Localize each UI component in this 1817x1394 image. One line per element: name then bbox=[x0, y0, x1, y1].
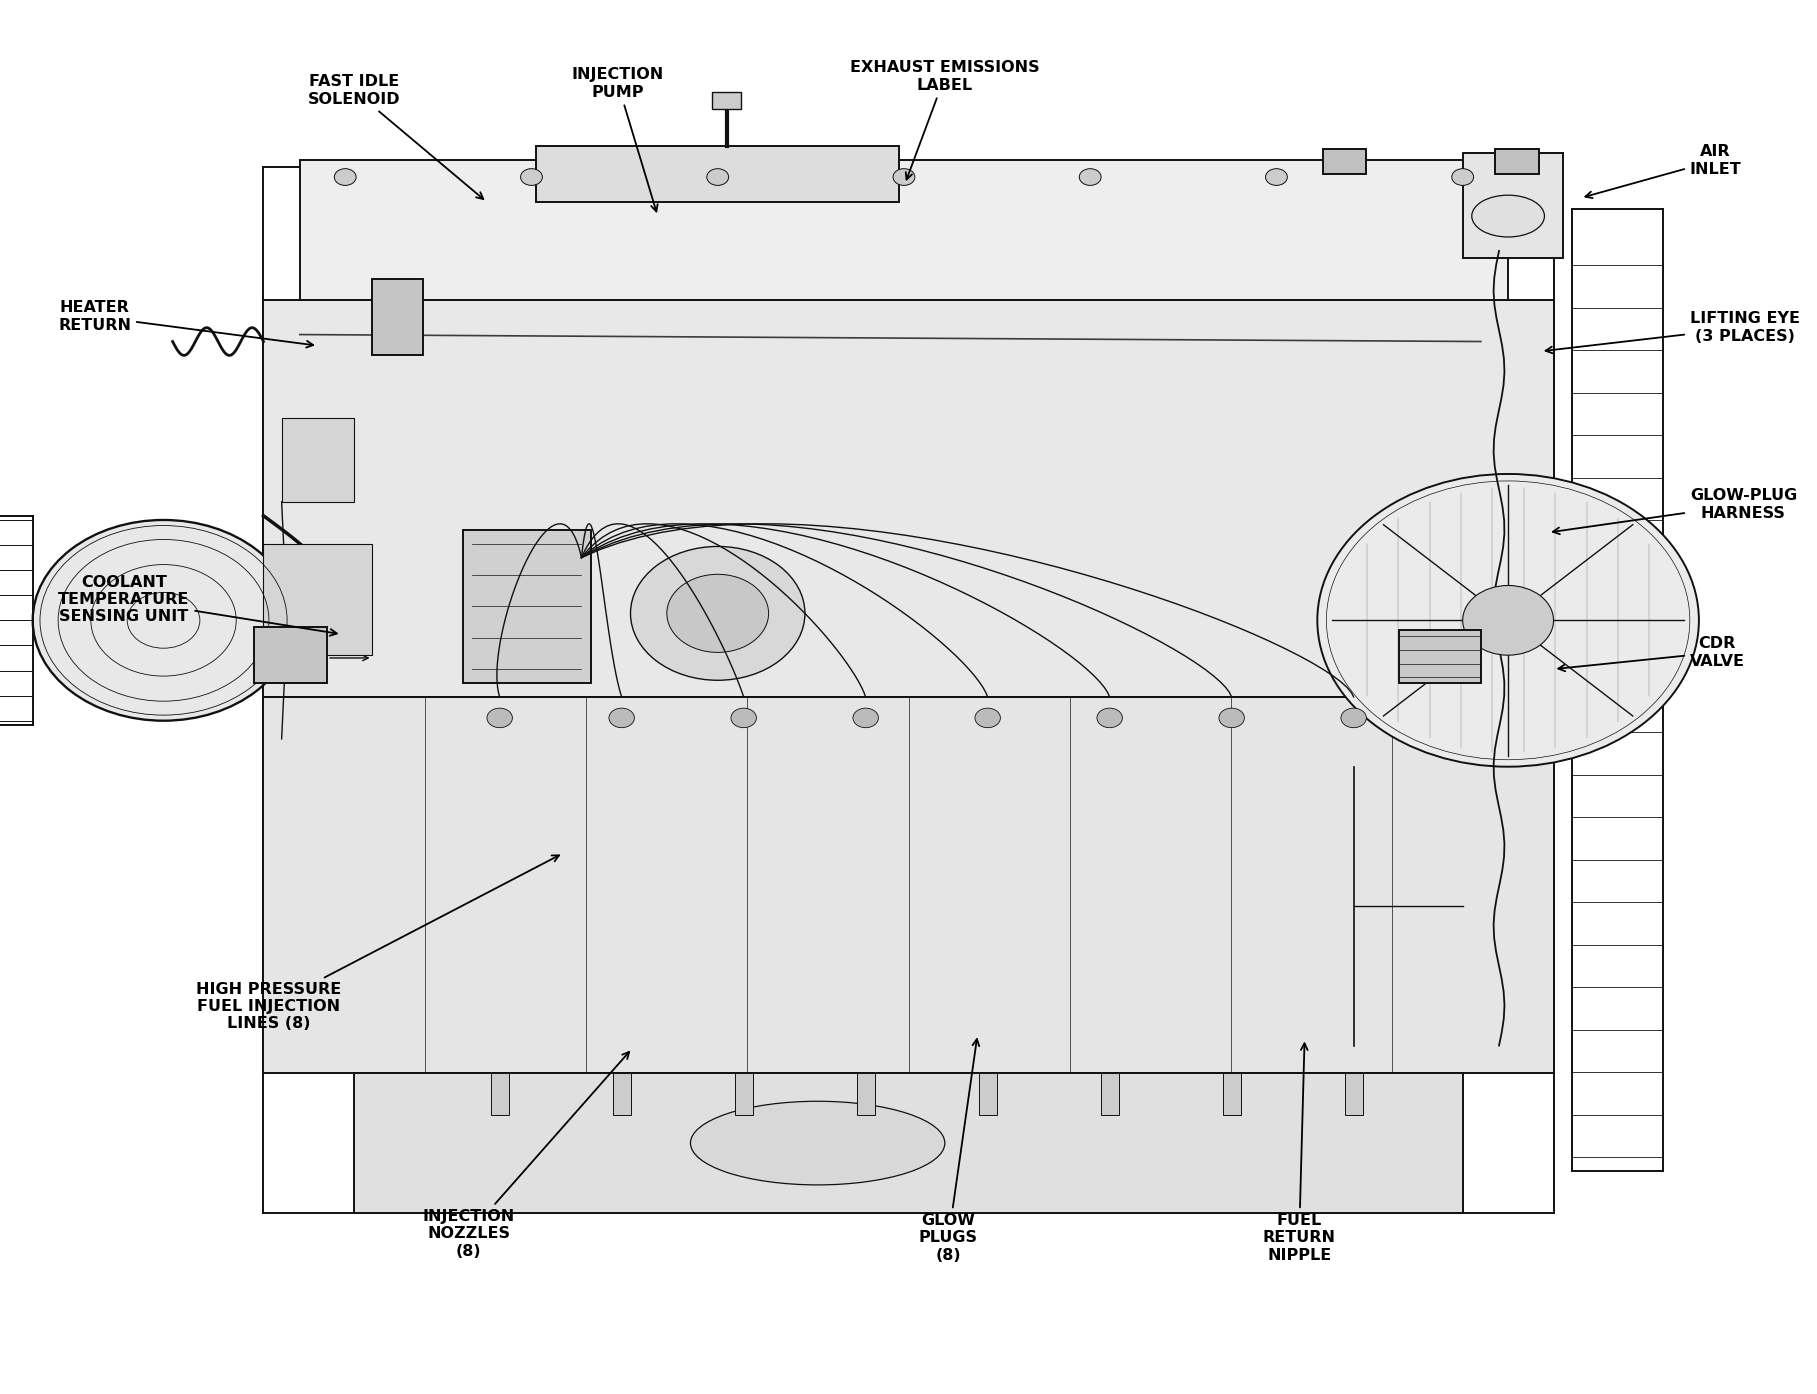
Text: GLOW-PLUG
HARNESS: GLOW-PLUG HARNESS bbox=[1554, 488, 1797, 534]
Circle shape bbox=[1341, 708, 1366, 728]
Bar bbox=[263, 544, 372, 655]
Polygon shape bbox=[300, 160, 1508, 300]
Circle shape bbox=[707, 169, 729, 185]
Text: LIFTING EYE
(3 PLACES): LIFTING EYE (3 PLACES) bbox=[1546, 311, 1801, 353]
Bar bbox=[536, 146, 899, 202]
Bar bbox=[254, 627, 327, 683]
Bar bbox=[1399, 630, 1481, 683]
Bar bbox=[354, 1073, 1463, 1213]
Text: COOLANT
TEMPERATURE
SENSING UNIT: COOLANT TEMPERATURE SENSING UNIT bbox=[58, 574, 336, 636]
Text: HEATER
RETURN: HEATER RETURN bbox=[58, 300, 313, 347]
Circle shape bbox=[609, 708, 634, 728]
Text: INJECTION
NOZZLES
(8): INJECTION NOZZLES (8) bbox=[423, 1052, 629, 1259]
Bar bbox=[734, 1073, 752, 1115]
Text: HIGH PRESSURE
FUEL INJECTION
LINES (8): HIGH PRESSURE FUEL INJECTION LINES (8) bbox=[196, 856, 560, 1032]
Bar bbox=[372, 279, 423, 355]
Bar bbox=[1101, 1073, 1119, 1115]
Circle shape bbox=[1079, 169, 1101, 185]
Circle shape bbox=[1097, 708, 1123, 728]
Circle shape bbox=[487, 708, 512, 728]
Circle shape bbox=[521, 169, 543, 185]
Circle shape bbox=[730, 708, 756, 728]
Circle shape bbox=[667, 574, 769, 652]
Circle shape bbox=[1452, 169, 1474, 185]
Circle shape bbox=[1463, 585, 1554, 655]
Circle shape bbox=[1317, 474, 1699, 767]
Text: GLOW
PLUGS
(8): GLOW PLUGS (8) bbox=[919, 1039, 979, 1263]
Circle shape bbox=[892, 169, 916, 185]
Text: INJECTION
PUMP: INJECTION PUMP bbox=[572, 67, 663, 212]
Circle shape bbox=[334, 169, 356, 185]
Bar bbox=[263, 697, 1554, 1073]
Circle shape bbox=[33, 520, 294, 721]
Bar bbox=[463, 530, 591, 683]
Text: CDR
VALVE: CDR VALVE bbox=[1559, 636, 1744, 672]
Text: AIR
INLET: AIR INLET bbox=[1586, 144, 1741, 198]
Bar bbox=[612, 1073, 630, 1115]
Text: EXHAUST EMISSIONS
LABEL: EXHAUST EMISSIONS LABEL bbox=[850, 60, 1039, 180]
Circle shape bbox=[630, 546, 805, 680]
Circle shape bbox=[976, 708, 1001, 728]
Bar bbox=[282, 418, 354, 502]
Text: FAST IDLE
SOLENOID: FAST IDLE SOLENOID bbox=[309, 74, 483, 199]
Bar bbox=[979, 1073, 998, 1115]
Text: FUEL
RETURN
NIPPLE: FUEL RETURN NIPPLE bbox=[1263, 1043, 1335, 1263]
Circle shape bbox=[1265, 169, 1286, 185]
Bar bbox=[491, 1073, 509, 1115]
Circle shape bbox=[1219, 708, 1245, 728]
Bar bbox=[856, 1073, 874, 1115]
Circle shape bbox=[852, 708, 878, 728]
Bar bbox=[1323, 149, 1366, 174]
Bar bbox=[1223, 1073, 1241, 1115]
Ellipse shape bbox=[690, 1101, 945, 1185]
Bar bbox=[712, 92, 741, 109]
Bar bbox=[1495, 149, 1539, 174]
Ellipse shape bbox=[1472, 195, 1544, 237]
Bar bbox=[1345, 1073, 1363, 1115]
Bar bbox=[1463, 153, 1563, 258]
Bar bbox=[263, 300, 1554, 697]
